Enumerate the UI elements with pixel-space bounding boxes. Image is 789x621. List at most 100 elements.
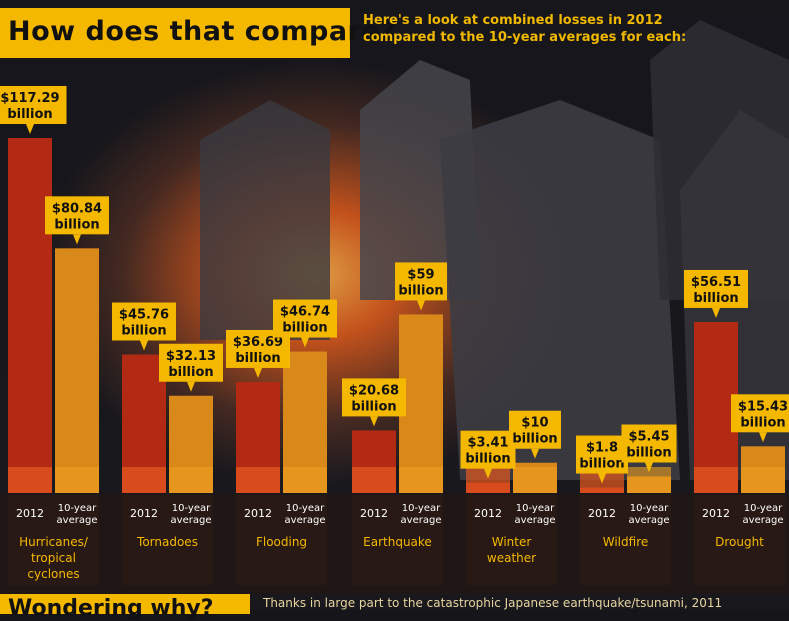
bar-2012-base-3 (352, 467, 396, 493)
series-label-avg-2-b: average (285, 515, 326, 526)
value-label-avg-2-box (273, 299, 337, 338)
series-label-avg-5-a: 10-year (630, 503, 669, 514)
series-label-avg-1-a: 10-year (172, 503, 211, 514)
bar-2012-base-6 (694, 467, 738, 493)
series-label-avg-4-a: 10-year (516, 503, 555, 514)
category-panel-2 (236, 495, 327, 585)
bar-avg-0 (55, 248, 99, 493)
category-name-6-0: Drought (715, 535, 764, 549)
value-label-2012-0-box (0, 86, 67, 124)
value-label-avg-0-pointer (73, 234, 81, 245)
value-label-2012-5-unit: billion (579, 457, 624, 472)
value-label-2012-1-unit: billion (121, 323, 166, 338)
category-name-4-1: weather (487, 551, 536, 565)
value-label-avg-4-box (509, 410, 561, 449)
bar-avg-base-1 (169, 467, 213, 493)
footer-text: Thanks in large part to the catastrophic… (263, 596, 723, 610)
value-label-avg-5-unit: billion (626, 446, 671, 461)
value-label-avg-5-box (621, 424, 677, 463)
bar-2012-0 (8, 138, 52, 493)
category-panel-0 (8, 495, 99, 585)
value-label-2012-6-value: $56.51 (691, 275, 741, 290)
value-label-2012-1-value: $45.76 (119, 307, 169, 322)
category-panel-3 (352, 495, 443, 585)
value-label-avg-2-unit: billion (282, 321, 327, 336)
bar-2012-6 (694, 321, 738, 493)
value-label-avg-2-pointer (301, 337, 309, 348)
value-label-avg-6-value: $15.43 (738, 399, 788, 414)
bar-2012-base-2 (236, 467, 280, 493)
series-label-2012-6: 2012 (702, 507, 730, 520)
value-label-avg-3-box (395, 262, 447, 301)
series-label-2012-4: 2012 (474, 507, 502, 520)
value-label-2012-3-box (342, 378, 406, 417)
value-label-avg-4-unit: billion (512, 432, 557, 447)
bar-avg-base-0 (55, 467, 99, 493)
value-label-2012-0-value: $117.29 (0, 91, 59, 106)
subtitle-line-2: compared to the 10-year averages for eac… (363, 30, 687, 45)
category-panel-5 (580, 495, 671, 585)
value-label-avg-1-value: $32.13 (166, 349, 216, 364)
series-label-avg-6-a: 10-year (744, 503, 783, 514)
bar-avg-base-4 (513, 467, 557, 493)
value-label-2012-5-value: $1.8 (586, 441, 618, 456)
category-name-0-0: Hurricanes/ (19, 535, 89, 549)
series-label-2012-2: 2012 (244, 507, 272, 520)
value-label-2012-5-pointer (598, 473, 606, 484)
value-label-avg-4-value: $10 (521, 416, 548, 431)
category-name-2-0: Flooding (256, 535, 307, 549)
series-label-avg-1-b: average (171, 515, 212, 526)
value-label-2012-4-value: $3.41 (467, 436, 508, 451)
value-label-avg-6-pointer (759, 432, 767, 443)
value-label-avg-6-box (731, 394, 789, 433)
category-panel-4 (466, 495, 557, 585)
category-name-0-2: cyclones (27, 567, 79, 581)
value-label-2012-6-box (684, 269, 748, 308)
series-label-avg-0-a: 10-year (58, 503, 97, 514)
value-label-avg-3-pointer (417, 300, 425, 311)
value-label-avg-5-value: $5.45 (628, 430, 669, 445)
series-label-2012-5: 2012 (588, 507, 616, 520)
value-label-avg-3-unit: billion (398, 283, 443, 298)
bar-avg-base-3 (399, 467, 443, 493)
value-label-2012-4-box (460, 430, 516, 469)
value-label-avg-5-pointer (645, 462, 653, 473)
value-label-avg-1-pointer (187, 381, 195, 392)
category-panel-6 (694, 495, 785, 585)
category-name-3-0: Earthquake (363, 535, 432, 549)
chart-title: How does that compare? (8, 16, 397, 47)
subtitle-line-1: Here's a look at combined losses in 2012 (363, 13, 663, 28)
value-label-avg-6-unit: billion (740, 415, 785, 430)
series-label-avg-4-b: average (515, 515, 556, 526)
bar-avg-base-2 (283, 467, 327, 493)
value-label-avg-1-box (159, 343, 223, 382)
value-label-2012-3-unit: billion (351, 399, 396, 414)
value-label-avg-3-value: $59 (407, 267, 434, 282)
series-label-avg-2-a: 10-year (286, 503, 325, 514)
value-label-avg-0-box (45, 196, 109, 235)
series-label-avg-3-a: 10-year (402, 503, 441, 514)
value-label-2012-6-unit: billion (693, 291, 738, 306)
category-name-0-1: tropical (31, 551, 76, 565)
series-label-2012-3: 2012 (360, 507, 388, 520)
series-label-avg-3-b: average (401, 515, 442, 526)
bar-avg-3 (399, 314, 443, 493)
value-label-2012-4-pointer (484, 468, 492, 479)
series-label-avg-5-b: average (629, 515, 670, 526)
category-name-5-0: Wildfire (603, 535, 649, 549)
series-label-avg-0-b: average (57, 515, 98, 526)
category-panel-1 (122, 495, 213, 585)
series-label-2012-0: 2012 (16, 507, 44, 520)
chart-subtitle: Here's a look at combined losses in 2012… (363, 12, 693, 46)
series-label-avg-6-b: average (743, 515, 784, 526)
